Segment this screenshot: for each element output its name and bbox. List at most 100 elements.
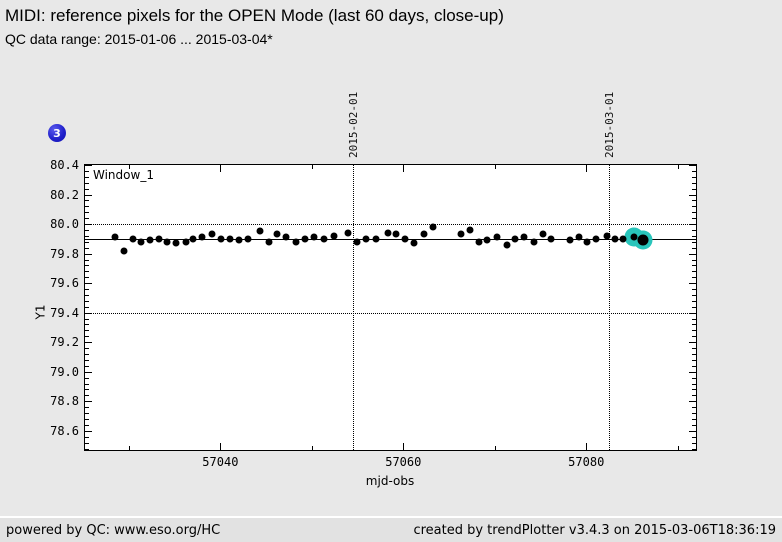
data-point: [503, 241, 511, 249]
h-gridline: [85, 312, 696, 314]
highlighted-point: [630, 233, 638, 241]
y-minor-tick: [692, 413, 696, 415]
data-point: [344, 229, 352, 237]
v-gridline: [352, 165, 354, 450]
x-minor-tick: [128, 165, 130, 169]
window-badge[interactable]: 3: [48, 124, 66, 142]
y-minor-tick: [692, 306, 696, 308]
y-minor-tick: [692, 247, 696, 249]
y-minor-tick: [692, 418, 696, 420]
y-minor-tick: [85, 235, 89, 237]
x-major-tick: [403, 443, 405, 450]
y-minor-tick: [85, 330, 89, 332]
footer-created-by: created by trendPlotter v3.4.3 on 2015-0…: [413, 522, 776, 538]
footer-powered-by: powered by QC: www.eso.org/HC: [6, 522, 221, 538]
data-point: [182, 238, 190, 246]
data-point: [493, 233, 501, 241]
y-minor-tick: [692, 330, 696, 332]
y-minor-tick: [692, 424, 696, 426]
y-axis-title: Y1: [33, 304, 48, 320]
y-minor-tick: [85, 348, 89, 350]
y-minor-tick: [692, 318, 696, 320]
x-minor-tick: [311, 165, 313, 169]
data-point: [583, 238, 591, 246]
data-point: [155, 235, 163, 243]
x-minor-tick: [677, 165, 679, 169]
y-minor-tick: [692, 377, 696, 379]
x-minor-tick: [494, 165, 496, 169]
x-minor-tick: [311, 446, 313, 450]
y-tick-label: 79.6: [50, 276, 79, 291]
y-minor-tick: [692, 389, 696, 391]
x-major-tick: [586, 443, 588, 450]
y-major-tick: [85, 401, 92, 403]
y-minor-tick: [85, 424, 89, 426]
y-minor-tick: [85, 277, 89, 279]
y-minor-tick: [692, 206, 696, 208]
y-minor-tick: [85, 306, 89, 308]
y-major-tick: [85, 283, 92, 285]
y-minor-tick: [85, 383, 89, 385]
data-point: [129, 235, 137, 243]
y-minor-tick: [85, 448, 89, 450]
data-point: [320, 235, 328, 243]
data-point: [457, 230, 465, 238]
y-minor-tick: [85, 289, 89, 291]
data-point: [401, 235, 409, 243]
data-point: [282, 233, 290, 241]
y-tick-label: 80.0: [50, 217, 79, 232]
y-minor-tick: [85, 442, 89, 444]
y-minor-tick: [85, 336, 89, 338]
y-minor-tick: [85, 229, 89, 231]
data-point: [611, 235, 619, 243]
x-axis-title: mjd-obs: [365, 474, 415, 488]
y-minor-tick: [692, 436, 696, 438]
data-point: [566, 236, 574, 244]
y-minor-tick: [692, 200, 696, 202]
y-major-tick: [689, 342, 696, 344]
data-point: [466, 226, 474, 234]
plot-area: Window_1: [84, 164, 697, 451]
y-tick-label: 78.6: [50, 423, 79, 438]
highlighted-point: [637, 234, 649, 246]
data-point: [619, 235, 627, 243]
mean-line: [85, 238, 696, 240]
y-minor-tick: [85, 200, 89, 202]
date-label: 2015-03-01: [603, 91, 617, 158]
data-point: [384, 229, 392, 237]
y-minor-tick: [85, 212, 89, 214]
y-minor-tick: [692, 383, 696, 385]
y-major-tick: [85, 165, 92, 166]
data-point: [520, 233, 528, 241]
footer: powered by QC: www.eso.org/HC created by…: [0, 516, 782, 542]
data-point: [575, 233, 583, 241]
y-minor-tick: [692, 359, 696, 361]
data-point: [603, 232, 611, 240]
y-minor-tick: [692, 235, 696, 237]
y-minor-tick: [692, 348, 696, 350]
y-major-tick: [689, 371, 696, 373]
y-major-tick: [689, 165, 696, 166]
y-major-tick: [689, 401, 696, 403]
y-tick-label: 80.2: [50, 187, 79, 202]
y-minor-tick: [85, 389, 89, 391]
y-minor-tick: [85, 359, 89, 361]
x-minor-tick: [677, 446, 679, 450]
y-minor-tick: [85, 182, 89, 184]
data-point: [226, 235, 234, 243]
data-point: [256, 227, 264, 235]
y-minor-tick: [692, 407, 696, 409]
y-minor-tick: [85, 318, 89, 320]
y-minor-tick: [692, 324, 696, 326]
y-minor-tick: [85, 170, 89, 172]
data-point: [372, 235, 380, 243]
y-minor-tick: [692, 170, 696, 172]
x-minor-tick: [128, 446, 130, 450]
data-point: [292, 238, 300, 246]
data-point: [244, 235, 252, 243]
y-tick-label: 79.0: [50, 364, 79, 379]
x-tick-label: 57040: [202, 455, 239, 469]
y-minor-tick: [692, 271, 696, 273]
y-minor-tick: [692, 294, 696, 296]
